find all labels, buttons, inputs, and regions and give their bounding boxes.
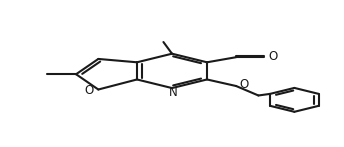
Text: O: O (239, 78, 248, 91)
Text: O: O (84, 84, 93, 97)
Text: O: O (269, 50, 278, 63)
Text: N: N (169, 86, 178, 99)
